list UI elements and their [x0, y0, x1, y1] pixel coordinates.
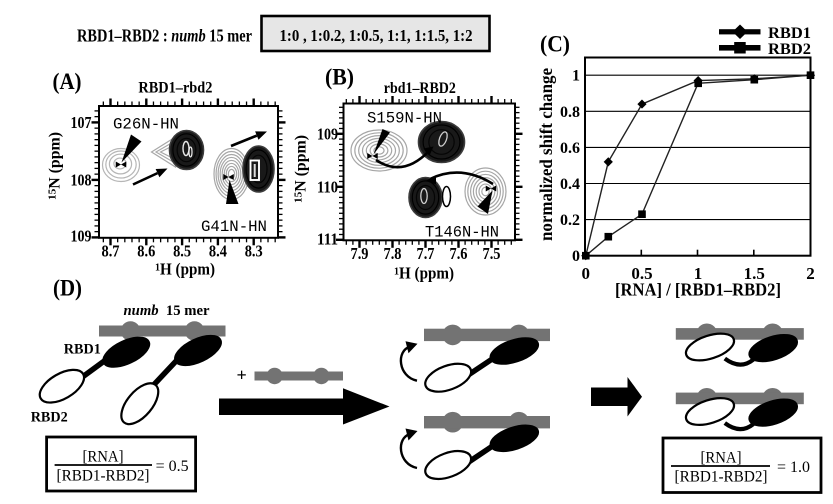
svg-text:7.8: 7.8: [384, 244, 402, 263]
svg-text:0.8: 0.8: [560, 104, 580, 121]
svg-text:= 0.5: = 0.5: [156, 458, 189, 475]
svg-text:RBD2: RBD2: [31, 409, 68, 425]
svg-text:[RNA]: [RNA]: [701, 450, 742, 467]
svg-text:0: 0: [572, 248, 580, 265]
svg-text:8.3: 8.3: [245, 242, 263, 261]
svg-text:(D): (D): [53, 276, 82, 301]
svg-text:1:0 , 1:0.2, 1:0.5, 1:1, 1:1.5: 1:0 , 1:0.2, 1:0.5, 1:1, 1:1.5, 1:2: [280, 26, 473, 45]
svg-text:8.4: 8.4: [209, 242, 227, 261]
svg-text:+: +: [237, 365, 247, 385]
svg-text:G26N-HN: G26N-HN: [113, 116, 179, 134]
svg-text:[RNA] / [RBD1–RBD2]: [RNA] / [RBD1–RBD2]: [615, 280, 781, 300]
svg-text:108: 108: [71, 170, 92, 189]
svg-text:7.7: 7.7: [417, 244, 435, 263]
svg-text:RBD1–RBD2 : numb 15 mer: RBD1–RBD2 : numb 15 mer: [77, 26, 252, 46]
svg-text:0.5: 0.5: [631, 264, 652, 283]
svg-text:RBD1–rbd2: RBD1–rbd2: [138, 80, 212, 97]
svg-text:0.6: 0.6: [560, 140, 580, 157]
svg-text:110: 110: [317, 177, 338, 196]
svg-text:1: 1: [694, 264, 703, 283]
svg-text:107: 107: [71, 113, 92, 132]
svg-text:0: 0: [582, 264, 591, 283]
svg-text:(B): (B): [325, 65, 354, 90]
svg-text:1H (ppm): 1H (ppm): [394, 264, 454, 283]
svg-text:109: 109: [71, 227, 92, 246]
svg-text:RBD1: RBD1: [768, 25, 811, 42]
svg-text:1H (ppm): 1H (ppm): [155, 260, 215, 279]
svg-text:15N (ppm): 15N (ppm): [293, 135, 310, 203]
svg-text:1.5: 1.5: [744, 264, 765, 283]
svg-text:8.6: 8.6: [137, 242, 155, 261]
svg-text:8.5: 8.5: [173, 242, 191, 261]
svg-text:normalized shift change: normalized shift change: [536, 68, 556, 241]
svg-text:RBD2: RBD2: [768, 41, 811, 58]
svg-text:RBD1: RBD1: [64, 342, 101, 358]
svg-text:7.9: 7.9: [351, 244, 369, 263]
svg-text:rbd1–RBD2: rbd1–RBD2: [384, 80, 456, 97]
svg-text:numb 15 mer: numb 15 mer: [124, 303, 210, 319]
svg-text:S159N-HN: S159N-HN: [367, 110, 442, 128]
svg-text:1: 1: [572, 68, 580, 85]
svg-text:T146N-HN: T146N-HN: [425, 224, 499, 242]
svg-text:109: 109: [317, 124, 338, 143]
svg-text:(C): (C): [540, 32, 570, 57]
svg-text:8.7: 8.7: [102, 242, 120, 261]
svg-text:= 1.0: = 1.0: [777, 459, 810, 476]
svg-text:0.2: 0.2: [560, 212, 580, 229]
svg-text:7.5: 7.5: [483, 244, 501, 263]
svg-text:(A): (A): [53, 69, 82, 94]
svg-text:0.4: 0.4: [560, 176, 580, 193]
svg-text:7.6: 7.6: [450, 244, 468, 263]
svg-text:111: 111: [317, 229, 338, 248]
svg-text:2: 2: [806, 264, 815, 283]
svg-text:[RBD1-RBD2]: [RBD1-RBD2]: [675, 469, 768, 486]
svg-text:[RBD1-RBD2]: [RBD1-RBD2]: [57, 468, 150, 485]
svg-text:G41N-HN: G41N-HN: [201, 218, 267, 236]
svg-text:[RNA]: [RNA]: [83, 449, 124, 466]
svg-text:15N (ppm): 15N (ppm): [47, 132, 64, 200]
